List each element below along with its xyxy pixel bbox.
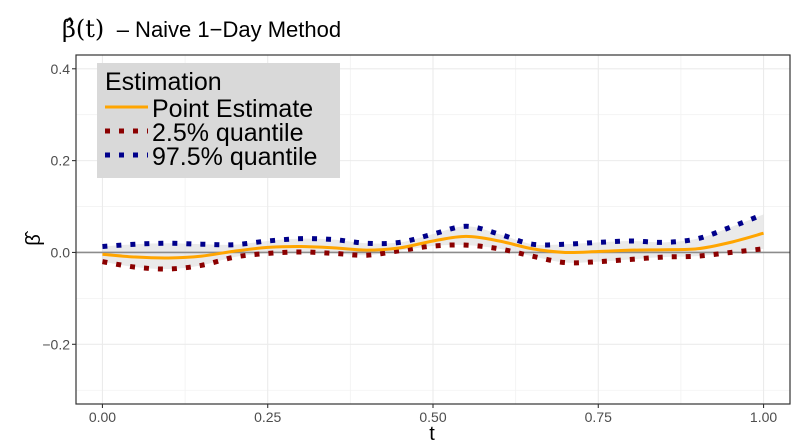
y-tick-label: 0.0 <box>51 244 71 260</box>
legend-label: 2.5% quantile <box>152 119 304 147</box>
x-tick-label: 0.75 <box>585 409 612 425</box>
y-axis-title: β̂ <box>23 230 45 246</box>
y-tick-label: 0.4 <box>51 61 71 77</box>
legend-label: Point Estimate <box>152 95 313 123</box>
series-layer <box>102 212 765 272</box>
x-axis-title: t <box>429 423 435 445</box>
x-tick-label: 1.00 <box>750 409 777 425</box>
x-tick-label: 0.25 <box>254 409 281 425</box>
y-tick-label: −0.2 <box>42 336 70 352</box>
legend-background <box>97 63 340 178</box>
legend-title: Estimation <box>105 68 222 96</box>
legend-label: 97.5% quantile <box>152 143 317 171</box>
x-tick-label: 0.50 <box>419 409 446 425</box>
x-tick-label: 0.00 <box>89 409 116 425</box>
y-tick-label: 0.2 <box>51 153 71 169</box>
chart-title: β̂(t) – Naive 1−Day Method <box>62 15 341 43</box>
y-axis: −0.2 0.0 0.2 0.4 <box>42 61 76 352</box>
chart-title-symbol: β̂(t) <box>62 15 104 43</box>
series-line-point-estimate <box>102 231 764 260</box>
x-axis: 0.00 0.25 0.50 0.75 1.00 <box>89 404 777 425</box>
chart-title-text: – Naive 1−Day Method <box>117 17 341 42</box>
